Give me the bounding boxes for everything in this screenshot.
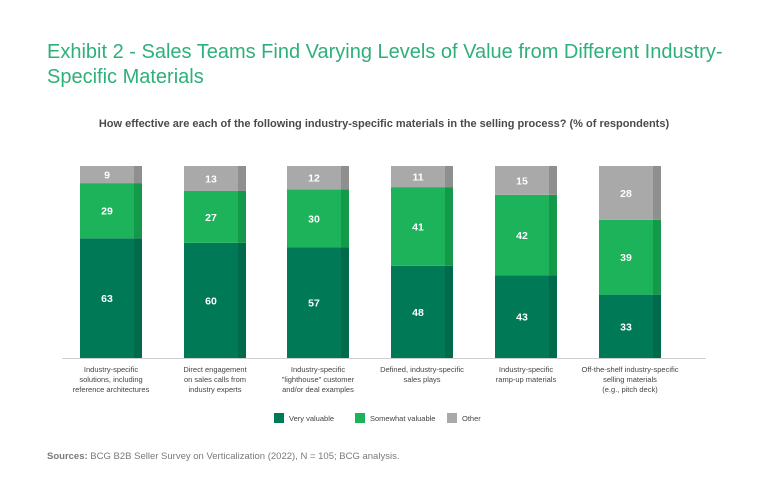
bar-somewhat-side-5 (549, 194, 557, 276)
data-label-other-6: 28 (620, 188, 632, 200)
legend-swatch-very (274, 413, 284, 423)
bar-somewhat-5 (495, 194, 549, 276)
bar-somewhat-side-4 (445, 187, 453, 266)
bar-other-side-1 (134, 166, 142, 184)
source-label: Sources: (47, 451, 88, 462)
data-label-somewhat-3: 30 (308, 213, 320, 225)
bar-other-2 (184, 166, 238, 191)
data-label-somewhat-1: 29 (101, 206, 113, 218)
bar-other-5 (495, 166, 549, 195)
data-label-somewhat-4: 41 (412, 221, 424, 233)
legend-swatch-somewhat (355, 413, 365, 423)
data-label-very-5: 43 (516, 312, 528, 324)
bar-very-side-1 (134, 238, 142, 358)
bar-other-side-2 (238, 166, 246, 191)
bar-other-side-6 (653, 166, 661, 220)
data-label-somewhat-6: 39 (620, 252, 632, 264)
bar-other-side-3 (341, 166, 349, 190)
bar-very-3 (287, 247, 341, 358)
bar-other-6 (599, 166, 653, 220)
category-label-3: Industry-specific "lighthouse" customer an… (282, 365, 355, 394)
chart-subtitle: How effective are each of the following … (98, 118, 670, 130)
bar-very-1 (80, 238, 134, 358)
bar-somewhat-side-6 (653, 219, 661, 295)
legend-label-other: Other (462, 414, 481, 423)
bar-other-side-5 (549, 166, 557, 195)
legend-swatch-other (447, 413, 457, 423)
bar-very-5 (495, 275, 549, 358)
bar-other-4 (391, 166, 445, 188)
source-text: BCG B2B Seller Survey on Verticalization… (90, 451, 400, 462)
bar-very-2 (184, 242, 238, 358)
data-label-very-4: 48 (412, 307, 424, 319)
bar-very-side-5 (549, 275, 557, 358)
bar-other-3 (287, 166, 341, 190)
legend-label-very: Very valuable (289, 414, 334, 423)
data-label-other-2: 13 (205, 173, 217, 185)
category-label-4: Defined, industry-specific sales plays (380, 365, 464, 384)
category-label-1: Industry-specific solutions, including ref… (73, 365, 150, 394)
bar-somewhat-2 (184, 190, 238, 243)
bar-other-1 (80, 166, 134, 184)
data-label-very-1: 63 (101, 293, 113, 305)
bar-very-4 (391, 265, 445, 358)
data-label-somewhat-5: 42 (516, 230, 528, 242)
bar-somewhat-1 (80, 183, 134, 239)
bar-other-side-4 (445, 166, 453, 188)
data-label-other-5: 15 (516, 175, 528, 187)
data-label-somewhat-2: 27 (205, 212, 217, 224)
bar-somewhat-side-2 (238, 190, 246, 243)
bar-somewhat-3 (287, 189, 341, 248)
data-label-very-6: 33 (620, 321, 632, 333)
bar-somewhat-4 (391, 187, 445, 266)
category-label-2: Direct engagement on sales calls from indu… (183, 365, 247, 394)
source-note: Sources: BCG B2B Seller Survey on Vertic… (47, 451, 399, 462)
bar-very-6 (599, 294, 653, 358)
category-label-6: Off-the-shelf industry-specific selling m… (582, 365, 679, 394)
bar-somewhat-6 (599, 219, 653, 295)
legend-label-somewhat: Somewhat valuable (370, 414, 435, 423)
bar-very-side-3 (341, 247, 349, 358)
data-label-very-2: 60 (205, 295, 217, 307)
bar-somewhat-side-3 (341, 189, 349, 248)
data-label-other-3: 12 (308, 173, 320, 185)
data-label-very-3: 57 (308, 298, 320, 310)
data-label-other-4: 11 (412, 172, 423, 184)
bar-very-side-2 (238, 242, 246, 358)
bar-somewhat-side-1 (134, 183, 142, 239)
bar-very-side-4 (445, 265, 453, 358)
chart-title: Exhibit 2 - Sales Teams Find Varying Lev… (47, 41, 723, 88)
bar-very-side-6 (653, 294, 661, 358)
category-label-5: Industry-specific ramp-up materials (496, 365, 557, 384)
data-label-other-1: 9 (104, 170, 110, 182)
